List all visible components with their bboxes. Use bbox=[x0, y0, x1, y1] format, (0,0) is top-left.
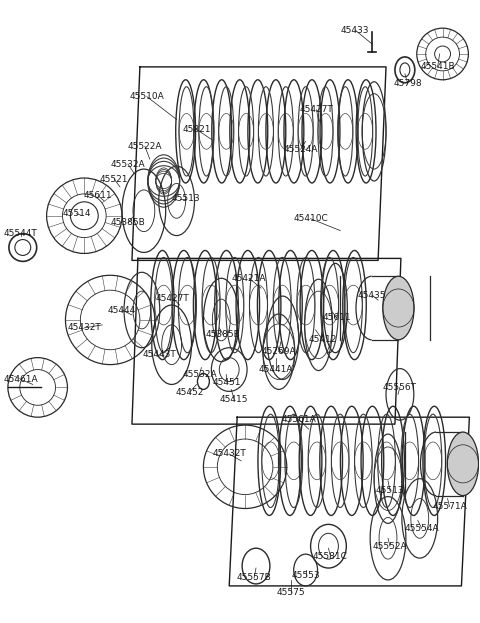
Text: 45452: 45452 bbox=[175, 388, 204, 397]
Text: 45427T: 45427T bbox=[156, 293, 190, 303]
Text: 45611: 45611 bbox=[322, 313, 351, 323]
Text: 45532A: 45532A bbox=[182, 370, 217, 379]
Text: 45433: 45433 bbox=[341, 26, 370, 35]
Text: 45443T: 45443T bbox=[143, 350, 177, 359]
Text: 45432T: 45432T bbox=[212, 449, 246, 459]
Text: 45435: 45435 bbox=[358, 290, 386, 300]
Text: 45415: 45415 bbox=[220, 395, 249, 404]
Text: 45441A: 45441A bbox=[259, 365, 293, 374]
Text: 45541B: 45541B bbox=[420, 62, 455, 72]
Text: 45524A: 45524A bbox=[283, 145, 318, 154]
Text: 45521: 45521 bbox=[100, 174, 128, 184]
Text: 45385B: 45385B bbox=[206, 330, 240, 340]
Text: 45571A: 45571A bbox=[432, 502, 467, 511]
Text: 45556T: 45556T bbox=[383, 383, 417, 392]
Text: 45522A: 45522A bbox=[128, 142, 162, 151]
Text: 45421A: 45421A bbox=[232, 273, 266, 283]
Text: 45514: 45514 bbox=[62, 209, 91, 218]
Text: 45510A: 45510A bbox=[130, 92, 164, 101]
Text: 45385B: 45385B bbox=[110, 218, 145, 227]
Text: 45553: 45553 bbox=[291, 571, 320, 581]
Text: 45544T: 45544T bbox=[4, 229, 38, 238]
Text: 45554A: 45554A bbox=[405, 524, 439, 533]
Text: 45557B: 45557B bbox=[237, 573, 271, 583]
Text: 45444: 45444 bbox=[108, 305, 136, 315]
Text: 45410C: 45410C bbox=[293, 214, 328, 223]
Text: 45269A: 45269A bbox=[262, 347, 296, 356]
Text: 45461A: 45461A bbox=[3, 375, 38, 384]
Text: 45513: 45513 bbox=[171, 194, 200, 203]
Text: 45581C: 45581C bbox=[313, 551, 348, 561]
Text: 45412: 45412 bbox=[308, 335, 336, 345]
Text: 45427T: 45427T bbox=[300, 105, 334, 114]
Ellipse shape bbox=[447, 432, 479, 495]
Text: 45513: 45513 bbox=[376, 486, 404, 495]
Ellipse shape bbox=[383, 276, 414, 340]
Text: 45451: 45451 bbox=[213, 378, 241, 387]
Text: 45432T: 45432T bbox=[68, 323, 101, 333]
Text: 45821: 45821 bbox=[182, 125, 211, 134]
Text: 45611: 45611 bbox=[84, 191, 112, 201]
Text: 45575: 45575 bbox=[276, 588, 305, 597]
Text: 45552A: 45552A bbox=[372, 542, 408, 551]
Text: 45561A: 45561A bbox=[281, 415, 316, 424]
Text: 45532A: 45532A bbox=[111, 159, 145, 169]
Text: 45798: 45798 bbox=[394, 79, 422, 88]
